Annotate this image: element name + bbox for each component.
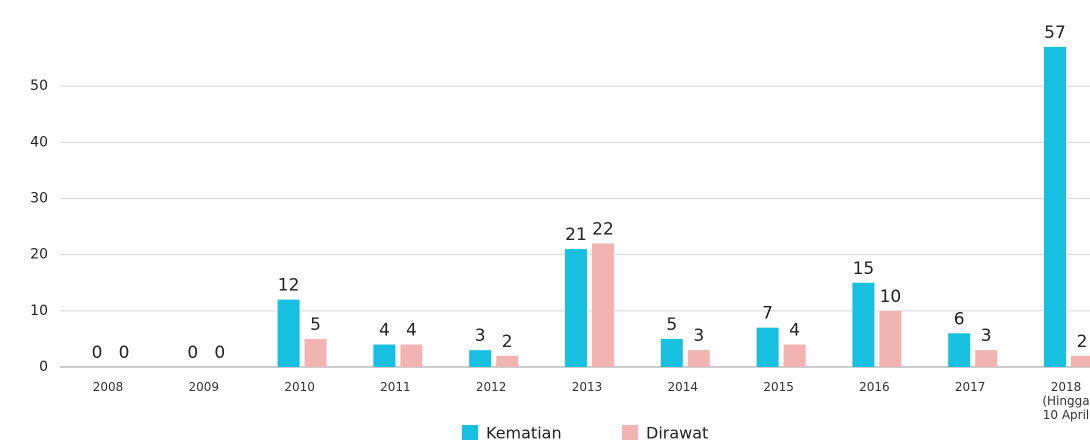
value-label: 3 — [475, 326, 486, 346]
value-label: 4 — [789, 321, 800, 341]
y-tick-label: 10 — [30, 303, 48, 319]
value-label: 10 — [880, 287, 902, 307]
bar — [975, 350, 998, 367]
value-label: 21 — [565, 225, 587, 245]
legend-label: Dirawat — [646, 424, 708, 443]
bar — [687, 350, 710, 367]
x-tick-label: 2018 (Hingga 10 April — [1042, 380, 1090, 422]
bar — [852, 282, 875, 367]
x-tick-label: 2014 — [667, 380, 699, 394]
value-label: 57 — [1044, 23, 1066, 43]
value-label: 4 — [379, 321, 390, 341]
value-label: 3 — [981, 326, 992, 346]
x-tick-label: 2015 — [763, 380, 794, 394]
value-label: 0 — [214, 343, 225, 363]
value-label: 6 — [954, 309, 965, 329]
bar — [373, 344, 396, 367]
bar — [277, 299, 300, 367]
value-label: 5 — [666, 315, 677, 335]
value-label: 4 — [406, 321, 417, 341]
value-label: 3 — [693, 326, 704, 346]
y-tick-label: 20 — [30, 247, 48, 263]
y-tick-label: 40 — [30, 134, 48, 150]
y-tick-label: 50 — [30, 78, 48, 94]
bar — [783, 344, 806, 367]
value-label: 22 — [592, 219, 614, 239]
value-label: 0 — [187, 343, 198, 363]
value-label: 0 — [92, 343, 103, 363]
x-tick-label: 2011 — [380, 380, 411, 394]
x-tick-label: 2008 — [92, 380, 124, 394]
bar — [400, 344, 423, 367]
bar — [1044, 46, 1066, 367]
x-tick-label: 2016 — [859, 380, 890, 394]
y-tick-label: 30 — [30, 191, 48, 207]
bar — [304, 338, 327, 367]
bar — [660, 338, 683, 367]
legend-swatch — [462, 425, 478, 440]
value-label: 12 — [278, 276, 300, 296]
value-label: 0 — [119, 343, 130, 363]
legend-swatch — [622, 425, 638, 440]
value-label: 2 — [1077, 332, 1088, 352]
bar — [496, 355, 519, 367]
x-tick-label: 2017 — [954, 380, 986, 394]
bar — [565, 249, 587, 367]
value-label: 7 — [762, 304, 773, 324]
y-tick-label: 0 — [39, 359, 48, 375]
bar — [879, 310, 902, 367]
x-tick-label: 2012 — [475, 380, 507, 394]
legend-label: Kematian — [486, 424, 562, 443]
bar — [592, 243, 614, 367]
value-label: 5 — [310, 315, 321, 335]
value-label: 2 — [502, 332, 513, 352]
x-tick-label: 2010 — [284, 380, 315, 394]
bar — [1071, 355, 1090, 367]
x-tick-label: 2013 — [571, 380, 603, 394]
bar — [948, 333, 971, 367]
value-label: 15 — [853, 259, 875, 279]
bar — [756, 327, 779, 367]
x-tick-label: 2009 — [188, 380, 220, 394]
bar — [469, 350, 492, 367]
